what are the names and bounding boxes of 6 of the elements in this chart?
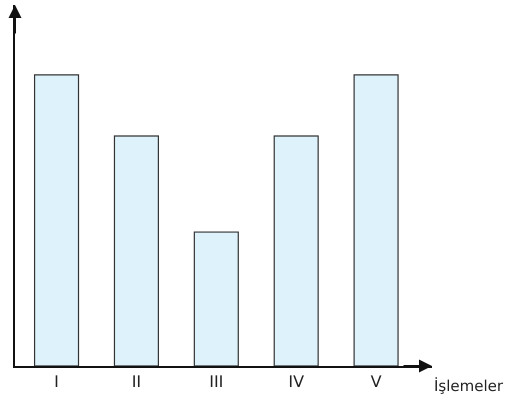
x-axis-title: İşlemeler <box>434 377 504 395</box>
x-tick-label: I <box>54 372 59 392</box>
x-tick-label: II <box>132 372 142 392</box>
x-tick-label: III <box>209 372 224 392</box>
x-tick-label: V <box>370 372 382 392</box>
x-tick-label: IV <box>288 372 304 392</box>
